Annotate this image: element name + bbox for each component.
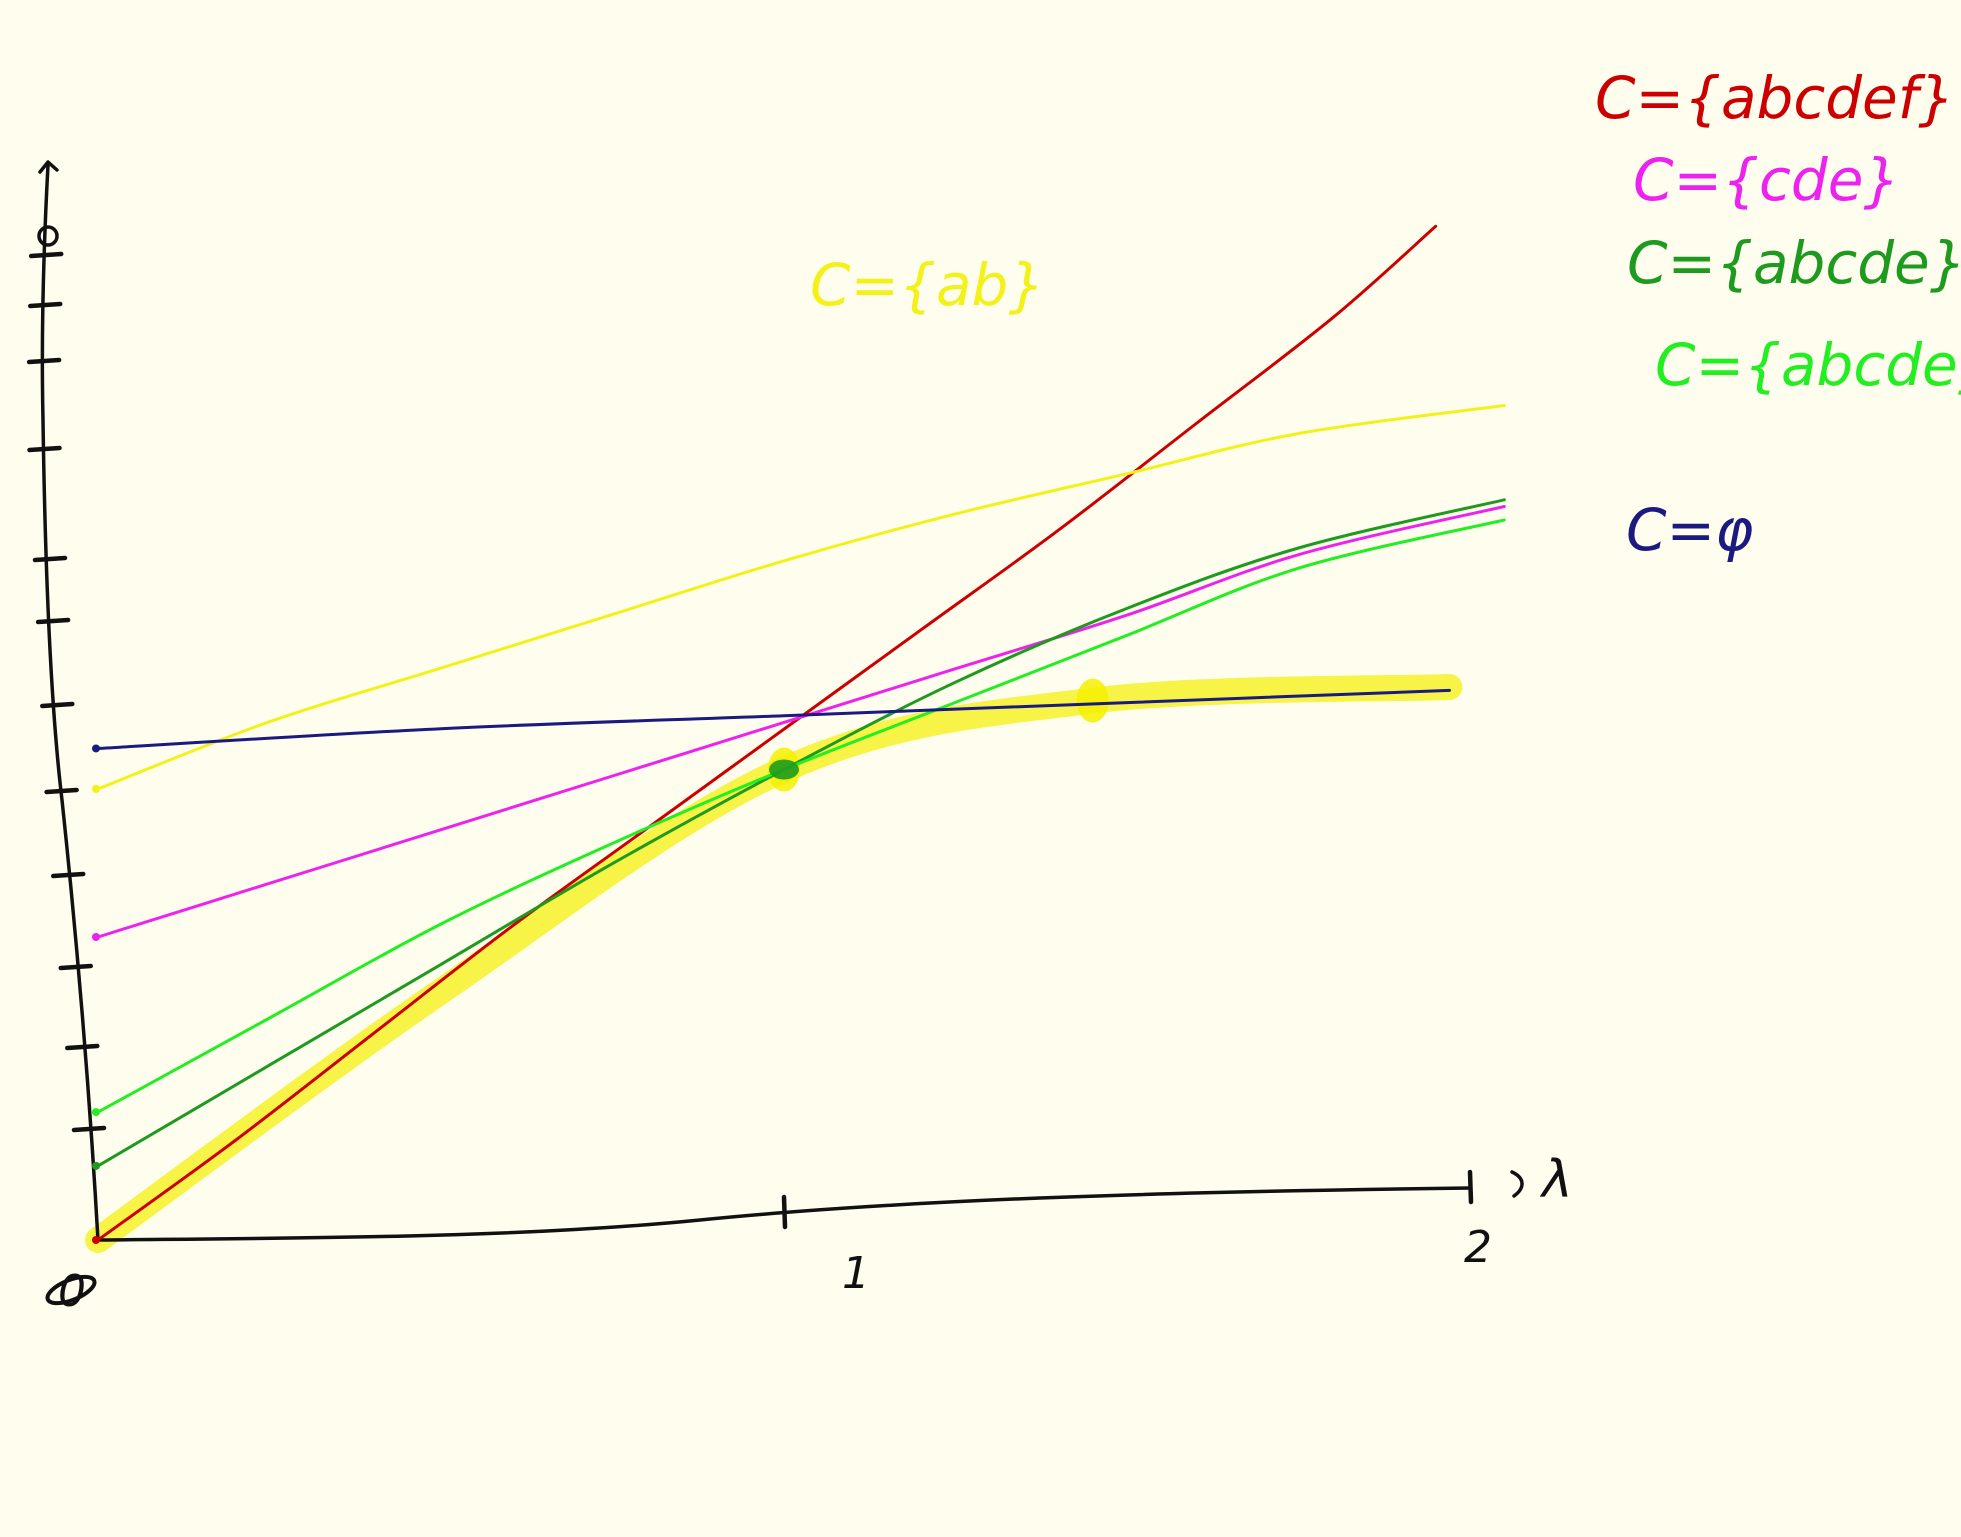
y-tick-10	[27, 301, 63, 309]
series-line-0	[96, 224, 1438, 1242]
origin-mark	[45, 1274, 97, 1306]
highlight-blob-1	[1076, 678, 1109, 723]
y-tick-7	[32, 555, 68, 563]
series-layer	[92, 224, 1506, 1244]
y-tick-1	[65, 1043, 100, 1051]
series-start-marker-4	[92, 784, 100, 793]
y-tick-5	[40, 701, 75, 709]
series-line-5	[96, 688, 1451, 750]
x-axis-line	[96, 1186, 1472, 1242]
series-line-3	[96, 518, 1506, 1114]
series-label-2: C={abcde}	[1627, 229, 1961, 297]
y-axis-line	[40, 163, 100, 1242]
y-tick-9	[26, 357, 62, 365]
intersection-point	[769, 759, 799, 780]
series-start-marker-2	[92, 1161, 100, 1170]
series-label-1: C={cde}	[1633, 146, 1900, 214]
axes	[38, 160, 1524, 1242]
series-start-marker-5	[92, 744, 100, 753]
x-tick-label-0: 0	[58, 1266, 86, 1317]
series-label-0: C={abcdef}	[1595, 64, 1955, 132]
y-tick-top	[37, 225, 59, 247]
x-axis-title: λ	[1539, 1150, 1573, 1210]
y-tick-11	[28, 251, 64, 259]
y-tick-4	[44, 787, 79, 795]
y-tick-3	[50, 871, 86, 879]
series-start-marker-3	[92, 1108, 100, 1117]
y-tick-8	[27, 445, 62, 453]
series-label-5: C=φ	[1626, 496, 1753, 564]
series-start-marker-0	[92, 1236, 100, 1244]
y-tick-2	[58, 963, 93, 971]
x-tick-2	[1467, 1169, 1474, 1205]
x-axis-arrowhead	[1510, 1170, 1524, 1198]
series-start-marker-1	[92, 933, 100, 941]
series-line-4	[96, 404, 1506, 791]
axis-ticks	[26, 225, 1474, 1306]
y-tick-0	[71, 1125, 107, 1133]
x-tick-label-2: 2	[1464, 1222, 1492, 1273]
y-axis-arrowhead	[38, 160, 59, 174]
series-line-1	[96, 505, 1506, 939]
series-label-3: C={abcde}	[1655, 331, 1961, 399]
labels-layer: λ 0 1 2 C={abcdef} C={cde} C={abcde} C={abc…	[58, 64, 1961, 1317]
series-label-4: C={ab}	[810, 251, 1045, 319]
x-tick-label-1: 1	[842, 1248, 870, 1299]
series-line-2	[96, 498, 1506, 1168]
y-tick-6	[35, 617, 71, 625]
x-tick-1	[781, 1194, 788, 1230]
